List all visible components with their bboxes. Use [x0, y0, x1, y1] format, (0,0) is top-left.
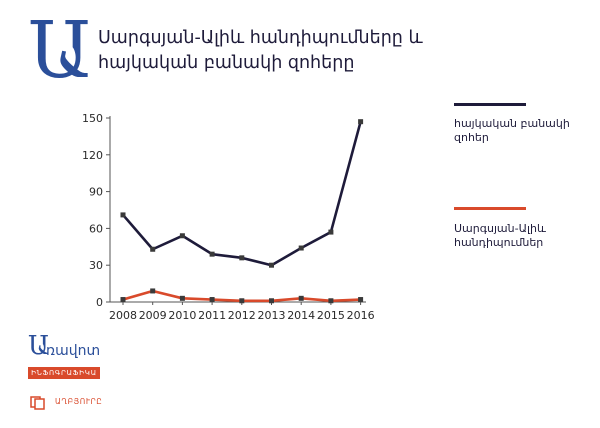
brand-logo-name: ռավոտ: [46, 343, 101, 359]
brand-logo-letter: Ա: [28, 331, 50, 361]
page-title: Սարգսյան-Ալիև հանդիպումները և հայկական բ…: [98, 28, 423, 73]
source-label[interactable]: ԱՂԲՅՈՒՐԸ: [55, 397, 103, 406]
data-point-1: [209, 297, 215, 303]
y-tick-label: 0: [96, 296, 103, 309]
chart-series: [120, 119, 364, 304]
document-icon: [30, 396, 45, 410]
y-tick-label: 90: [89, 186, 103, 199]
x-tick-label: 2014: [287, 309, 315, 322]
x-tick-label: 2013: [258, 309, 286, 322]
data-point-1: [298, 295, 304, 301]
data-point-0: [298, 245, 304, 251]
brand-tag: ԻՆՖՈԳՐԱՖԻԿԱ: [28, 367, 100, 379]
data-point-1: [150, 288, 156, 294]
x-tick-label: 2011: [198, 309, 226, 322]
chart-axes: [109, 116, 366, 303]
legend-label-meetings: Սարգսյան-Ալիև հանդիպումներ: [454, 222, 546, 249]
data-point-1: [120, 297, 126, 303]
x-tick-label: 2009: [139, 309, 167, 322]
data-point-1: [239, 298, 245, 304]
data-point-1: [179, 295, 185, 301]
data-point-0: [328, 229, 334, 235]
y-tick-label: 120: [82, 149, 103, 162]
data-point-0: [358, 119, 364, 125]
data-point-0: [239, 255, 245, 261]
x-tick-label: 2016: [347, 309, 375, 322]
data-point-1: [328, 298, 334, 304]
data-point-0: [120, 212, 126, 218]
y-tick-label: 30: [89, 259, 103, 272]
legend-swatch-meetings: [454, 207, 526, 210]
x-tick-label: 2008: [109, 309, 137, 322]
data-point-0: [150, 246, 156, 252]
series-line-0: [122, 121, 362, 267]
y-tick-label: 60: [89, 222, 103, 235]
data-point-0: [209, 251, 215, 257]
x-tick-label: 2010: [168, 309, 196, 322]
x-tick-label: 2012: [228, 309, 256, 322]
data-point-0: [179, 233, 185, 239]
header-big-letter: Ա: [28, 6, 92, 96]
legend-label-casualties: հայկական բանակի զոհեր: [454, 117, 570, 144]
data-point-1: [358, 297, 364, 303]
y-tick-label: 150: [82, 112, 103, 125]
legend-swatch-casualties: [454, 103, 526, 106]
data-point-1: [269, 298, 274, 304]
x-tick-label: 2015: [317, 309, 345, 322]
data-point-0: [269, 262, 274, 268]
